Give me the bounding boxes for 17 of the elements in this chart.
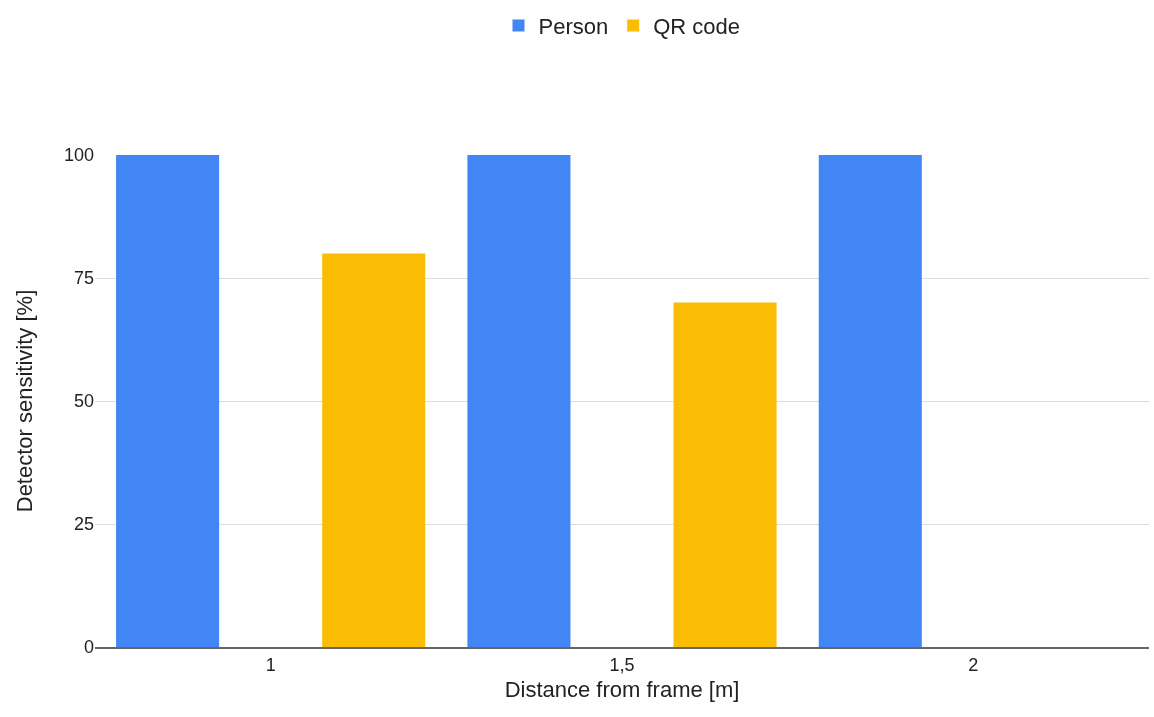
y-tick-label: 75 (73, 268, 94, 289)
legend-label: QR code (653, 14, 741, 40)
legend-label: Person (538, 14, 609, 40)
y-tick-label: 0 (83, 637, 94, 658)
x-tick-label: 1 (265, 654, 276, 675)
y-tick-label: 100 (63, 145, 94, 166)
y-tick-label: 50 (73, 391, 94, 412)
bar (322, 253, 426, 647)
y-axis-title: Detector sensitivity [%] (11, 289, 37, 513)
bar (116, 155, 220, 647)
x-tick-label: 1,5 (609, 654, 635, 675)
y-tick-label: 25 (73, 514, 94, 535)
bar (818, 155, 922, 647)
bar (673, 302, 777, 647)
x-tick-label: 2 (968, 654, 979, 675)
bar (467, 155, 571, 647)
x-axis-title: Distance from frame [m] (504, 677, 740, 702)
